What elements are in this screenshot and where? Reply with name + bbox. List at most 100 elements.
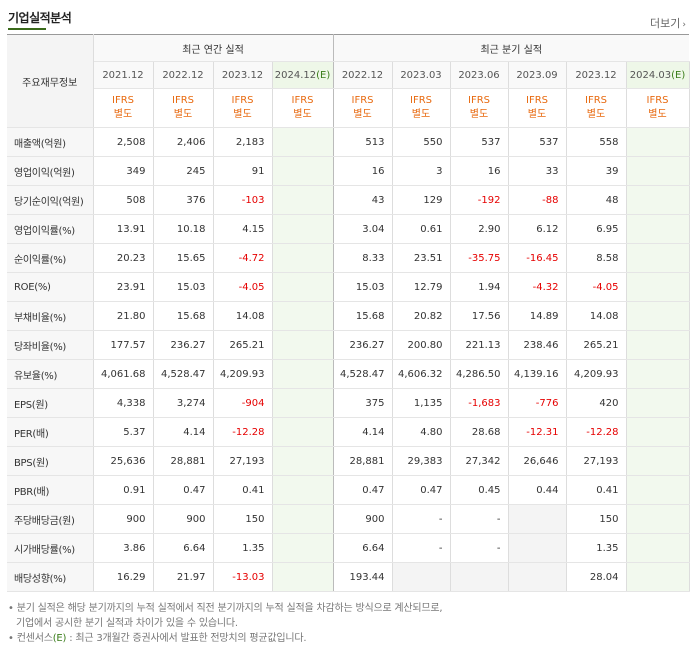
value-cell	[626, 127, 690, 157]
value-cell	[272, 185, 334, 215]
value-cell: 550	[392, 127, 451, 157]
value-cell: 200.80	[392, 330, 451, 360]
value-cell	[272, 417, 334, 447]
value-cell: 28.04	[566, 562, 627, 592]
value-cell	[626, 301, 690, 331]
value-cell: -12.28	[213, 417, 273, 447]
value-cell: 376	[153, 185, 214, 215]
value-cell: 48	[566, 185, 627, 215]
ifrs-label: IFRS 별도	[213, 88, 273, 128]
period-header: 2022.12	[153, 61, 214, 89]
value-cell: -	[450, 504, 509, 534]
table-row: 당기순이익(억원) 508 376 -103 43 129 -192 -88 48	[7, 185, 690, 215]
value-cell: 33	[508, 156, 567, 186]
value-cell: 15.68	[333, 301, 393, 331]
value-cell: 0.47	[333, 475, 393, 505]
value-cell: 900	[93, 504, 154, 534]
value-cell	[626, 504, 690, 534]
value-cell: 20.82	[392, 301, 451, 331]
value-cell: 12.79	[392, 272, 451, 302]
value-cell: 420	[566, 388, 627, 418]
value-cell: 0.61	[392, 214, 451, 244]
table-row: BPS(원) 25,636 28,881 27,193 28,881 29,383 27,3…	[7, 446, 690, 476]
value-cell: 193.44	[333, 562, 393, 592]
estimate-marker: (E)	[316, 69, 331, 81]
value-cell	[626, 475, 690, 505]
value-cell: 1,135	[392, 388, 451, 418]
financial-table: 주요재무정보 최근 연간 실적 최근 분기 실적 2021.12 2022.12 2023…	[7, 34, 690, 592]
value-cell: 245	[153, 156, 214, 186]
footnotes: • 분기 실적은 해당 분기까지의 누적 실적에서 직전 분기까지의 누적 실적…	[8, 601, 443, 646]
value-cell: 26,646	[508, 446, 567, 476]
value-cell: 236.27	[333, 330, 393, 360]
metric-label: 매출액(억원)	[7, 127, 94, 157]
value-cell	[272, 475, 334, 505]
value-cell: 513	[333, 127, 393, 157]
value-cell: 0.41	[566, 475, 627, 505]
value-cell: 4,209.93	[213, 359, 273, 389]
period-header: 2023.09	[508, 61, 567, 89]
value-cell: 2,183	[213, 127, 273, 157]
value-cell: -12.28	[566, 417, 627, 447]
value-cell: 6.64	[153, 533, 214, 563]
value-cell: -12.31	[508, 417, 567, 447]
value-cell: 265.21	[213, 330, 273, 360]
value-cell: 4.15	[213, 214, 273, 244]
value-cell	[626, 562, 690, 592]
value-cell: 15.03	[153, 272, 214, 302]
period-header: 2022.12	[333, 61, 393, 89]
value-cell	[272, 446, 334, 476]
value-cell: 16	[450, 156, 509, 186]
period-header: 2023.03	[392, 61, 451, 89]
value-cell: 6.64	[333, 533, 393, 563]
value-cell: 14.08	[566, 301, 627, 331]
ifrs-label: IFRS 별도	[450, 88, 509, 128]
value-cell	[272, 388, 334, 418]
value-cell: 2,406	[153, 127, 214, 157]
value-cell: 150	[566, 504, 627, 534]
value-cell	[626, 156, 690, 186]
value-cell	[626, 446, 690, 476]
value-cell: 0.45	[450, 475, 509, 505]
value-cell: 14.08	[213, 301, 273, 331]
quarter-group-header: 최근 분기 실적	[333, 34, 689, 62]
ifrs-label: IFRS 별도	[508, 88, 567, 128]
value-cell: 10.18	[153, 214, 214, 244]
value-cell: 3.86	[93, 533, 154, 563]
value-cell: 23.91	[93, 272, 154, 302]
title-underline	[8, 28, 46, 30]
value-cell: -776	[508, 388, 567, 418]
value-cell: -	[392, 533, 451, 563]
value-cell: 16	[333, 156, 393, 186]
table-row: ROE(%) 23.91 15.03 -4.05 15.03 12.79 1.94 -4.32…	[7, 272, 690, 302]
ifrs-label: IFRS 별도	[626, 88, 690, 128]
value-cell: 4,286.50	[450, 359, 509, 389]
value-cell: 900	[333, 504, 393, 534]
row-label-header: 주요재무정보	[7, 34, 94, 128]
value-cell: 265.21	[566, 330, 627, 360]
value-cell: 236.27	[153, 330, 214, 360]
more-label[interactable]: 더보기	[650, 17, 681, 30]
value-cell	[272, 533, 334, 563]
more-link[interactable]: 더보기 ›	[650, 15, 686, 31]
period-header: 2023.12	[566, 61, 627, 89]
ifrs-label: IFRS 별도	[392, 88, 451, 128]
value-cell	[272, 243, 334, 273]
value-cell	[272, 127, 334, 157]
value-cell: -	[450, 533, 509, 563]
period-header: 2024.03(E)	[626, 61, 690, 89]
value-cell: 21.80	[93, 301, 154, 331]
value-cell	[626, 533, 690, 563]
table-body: 매출액(억원) 2,508 2,406 2,183 513 550 537 537 558 영업이…	[7, 127, 690, 592]
value-cell: 23.51	[392, 243, 451, 273]
value-cell	[626, 330, 690, 360]
value-cell: 6.95	[566, 214, 627, 244]
value-cell: -192	[450, 185, 509, 215]
value-cell	[626, 417, 690, 447]
metric-label: 영업이익률(%)	[7, 214, 94, 244]
value-cell: -	[392, 504, 451, 534]
period-header: 2024.12(E)	[272, 61, 334, 89]
chevron-right-icon: ›	[682, 20, 686, 30]
value-cell: 177.57	[93, 330, 154, 360]
value-cell: 0.91	[93, 475, 154, 505]
